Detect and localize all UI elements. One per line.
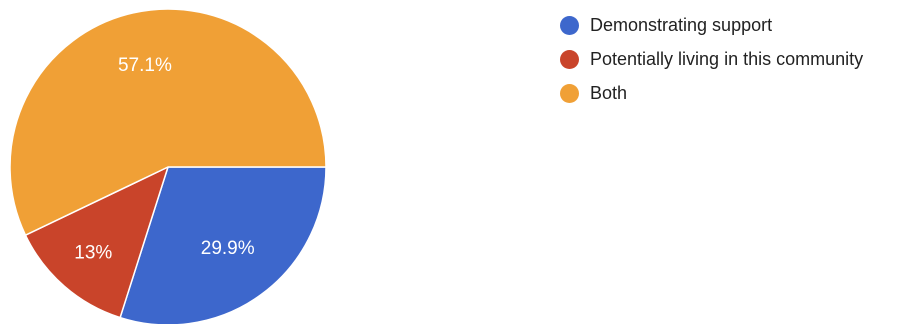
slice-label-demonstrating-support: 29.9% bbox=[201, 238, 255, 259]
slice-label-both: 57.1% bbox=[118, 55, 172, 76]
slice-potentially-living bbox=[24, 165, 170, 319]
legend-swatch-demonstrating-support bbox=[560, 15, 579, 35]
legend-item-potentially-living: Potentially living in this community bbox=[560, 42, 863, 76]
legend: Demonstrating support Potentially living… bbox=[560, 8, 863, 110]
legend-item-both: Both bbox=[560, 76, 863, 110]
legend-label: Demonstrating support bbox=[590, 14, 773, 35]
slice-both bbox=[9, 8, 327, 237]
legend-label: Both bbox=[590, 82, 628, 103]
slice-demonstrating-support bbox=[119, 166, 327, 324]
legend-swatch-both bbox=[560, 83, 579, 103]
legend-swatch-potentially-living bbox=[560, 49, 579, 69]
legend-label: Potentially living in this community bbox=[590, 48, 864, 69]
slice-label-potentially-living: 13% bbox=[74, 242, 112, 263]
legend-item-demonstrating-support: Demonstrating support bbox=[560, 8, 863, 42]
